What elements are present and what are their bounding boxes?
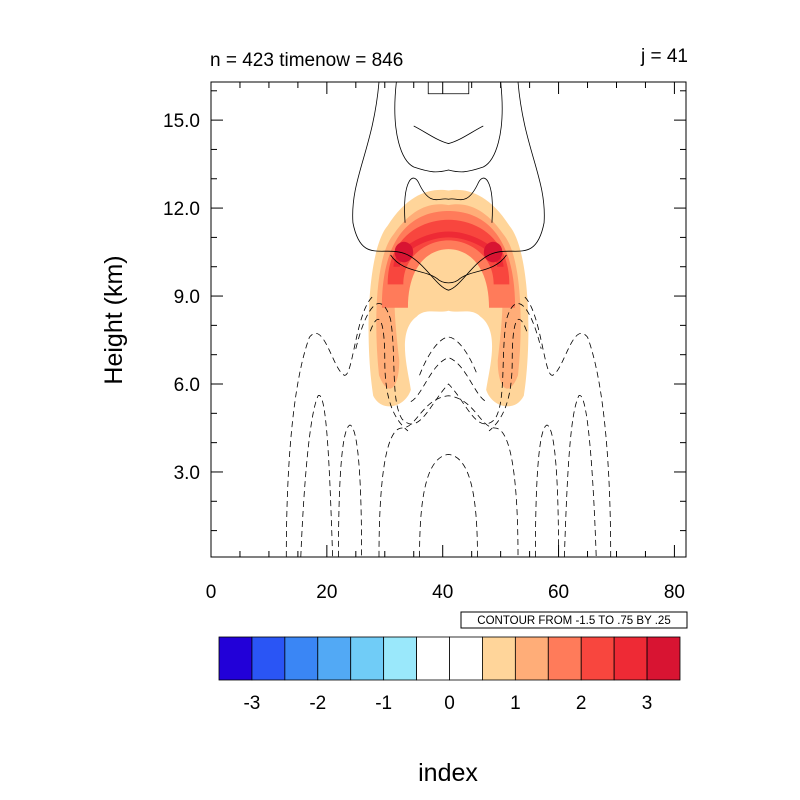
y-axis-label: Height (km): [100, 255, 128, 384]
dashed-contour: [338, 424, 363, 557]
y-tick-label: 9.0: [174, 287, 200, 308]
filled-plume: [368, 189, 529, 407]
colorbar-box: [317, 636, 352, 681]
dashed-contour: [369, 318, 409, 432]
colorbar-box: [646, 636, 681, 681]
solid-contour: [390, 254, 507, 284]
x-axis-label: index: [418, 759, 478, 787]
plot-area: [285, 82, 612, 557]
colorbar-box: [416, 636, 450, 681]
y-tick-label: 15.0: [163, 111, 200, 132]
colorbar-box: [449, 636, 483, 681]
plume-hollow: [419, 315, 478, 351]
x-tick-label: 80: [664, 582, 685, 603]
dashed-contour: [410, 357, 487, 402]
colorbar-label: 2: [576, 693, 587, 714]
solid-contour: [394, 82, 503, 173]
solid-contour: [427, 82, 470, 95]
x-tick-label: 60: [548, 582, 569, 603]
colorbar-box: [547, 636, 582, 681]
colorbar-labels: -3 -2 -1 0 1 2 3: [243, 693, 652, 714]
y-tick-label: 3.0: [174, 463, 200, 484]
solid-contour: [413, 125, 484, 144]
y-tick-label: 6.0: [174, 375, 200, 396]
tick-labels: 0 20 40 60 80 3.0 6.0 9.0 12.0 15.0: [163, 111, 685, 603]
plume-notch: [439, 316, 448, 341]
dashed-contour: [488, 318, 528, 432]
colorbar-box: [350, 636, 385, 681]
contour-lines: [285, 82, 612, 557]
colorbar-label: -3: [243, 693, 260, 714]
colorbar-label: 3: [642, 693, 653, 714]
colorbar-label: -2: [309, 693, 326, 714]
solid-contour: [352, 82, 545, 291]
dashed-contour: [355, 303, 542, 425]
dashed-contour: [378, 395, 519, 557]
axis-ticks: [210, 82, 686, 557]
contour-info-box: [460, 611, 688, 629]
dashed-contour: [419, 453, 478, 557]
colorbar-box: [218, 636, 253, 681]
plume-core-right: [483, 241, 503, 263]
x-tick-label: 40: [432, 582, 453, 603]
colorbar-box: [383, 636, 417, 681]
x-tick-label: 20: [316, 582, 337, 603]
colorbar-box: [284, 636, 319, 681]
dashed-contour: [285, 295, 374, 557]
plume-level-4: [387, 219, 510, 285]
dashed-contour: [563, 395, 597, 557]
colorbar-box: [514, 636, 549, 681]
dashed-contour: [523, 295, 612, 557]
colorbar-label: 1: [510, 693, 521, 714]
contour-info: CONTOUR FROM -1.5 TO .75 BY .25: [477, 615, 670, 627]
plume-level-5: [393, 231, 504, 267]
dashed-contour: [534, 424, 559, 557]
right-title: j = 41: [640, 46, 688, 67]
x-tick-label: 0: [206, 582, 217, 603]
colorbar: [218, 636, 681, 681]
left-title: n = 423 timenow = 846: [210, 50, 403, 71]
colorbar-label: 0: [444, 693, 455, 714]
y-tick-label: 12.0: [163, 199, 200, 220]
colorbar-box: [613, 636, 648, 681]
dashed-contour: [300, 395, 334, 557]
colorbar-box: [580, 636, 615, 681]
plot-frame: [210, 81, 687, 558]
colorbar-label: -1: [375, 693, 392, 714]
dashed-contour: [419, 336, 478, 376]
colorbar-box: [482, 636, 516, 681]
colorbar-box: [251, 636, 286, 681]
plume-core-left: [394, 241, 414, 263]
solid-contour: [404, 177, 493, 223]
